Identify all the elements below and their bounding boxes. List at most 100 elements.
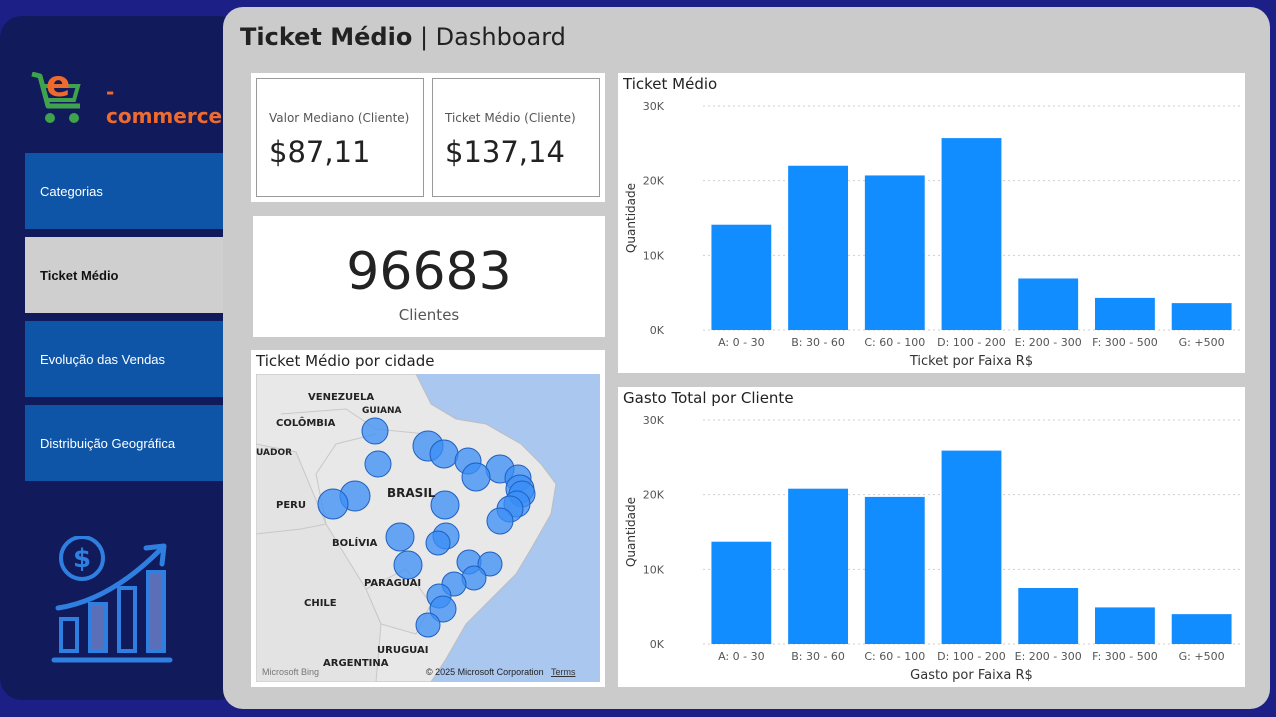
x-tick-label: B: 30 - 60	[791, 650, 845, 663]
kpi-label: Ticket Médio (Cliente)	[445, 111, 576, 125]
bar	[711, 224, 772, 330]
x-tick-label: E: 200 - 300	[1015, 336, 1082, 349]
city-bubble	[461, 462, 491, 492]
bar	[1095, 607, 1155, 644]
bar	[788, 488, 848, 644]
svg-text:$: $	[73, 544, 91, 574]
x-tick-label: E: 200 - 300	[1015, 650, 1082, 663]
city-bubble	[429, 439, 459, 469]
city-bubbles	[317, 417, 536, 638]
bar	[1171, 614, 1232, 644]
chart-gasto-total: 0K 10K 20K 30K A: 0 - 30 B: 30 - 60 C: 60 - 10…	[624, 414, 1240, 683]
logo-text: -commerce	[106, 80, 223, 128]
map-label-equador: UADOR	[256, 448, 293, 458]
kpi-ticket-medio: Ticket Médio (Cliente) $137,14	[432, 78, 600, 197]
city-map[interactable]: VENEZUELA GUIANA COLÔMBIA UADOR BRASIL P…	[256, 374, 600, 682]
city-bubble	[486, 507, 514, 535]
map-label-guiana: GUIANA	[362, 406, 402, 416]
page-title-rest: | Dashboard	[419, 23, 566, 51]
kpi-value: $87,11	[269, 135, 371, 169]
kpi-valor-mediano: Valor Mediano (Cliente) $87,11	[256, 78, 424, 197]
y-tick-label: 20K	[643, 489, 665, 502]
kpi-value: $137,14	[445, 135, 565, 169]
page-title: Ticket Médio | Dashboard	[240, 23, 566, 51]
logo-letter: e	[46, 64, 71, 105]
y-axis-label: Quantidade	[624, 183, 638, 253]
bar	[1095, 297, 1155, 330]
map-label-argentina: ARGENTINA	[323, 658, 389, 669]
clients-card: 96683 Clientes	[253, 216, 605, 337]
city-bubble	[477, 551, 503, 577]
x-axis-label: Gasto por Faixa R$	[910, 668, 1033, 683]
bar	[864, 175, 925, 330]
map-label-peru: PERU	[276, 500, 306, 511]
city-bubble	[425, 530, 451, 556]
y-tick-label: 30K	[643, 414, 665, 427]
bing-brand: Microsoft Bing	[262, 667, 320, 677]
y-tick-label: 0K	[650, 324, 665, 337]
map-panel: Ticket Médio por cidade	[251, 350, 605, 687]
y-tick-label: 0K	[650, 638, 665, 651]
x-tick-label: A: 0 - 30	[718, 650, 765, 663]
chart-gasto-total-panel: Gasto Total por Cliente 0K 10K 20K 30K A: 0 …	[618, 387, 1245, 687]
x-tick-label: D: 100 - 200	[937, 336, 1006, 349]
cart-icon	[31, 72, 81, 123]
chart-ticket-medio: 0K 10K 20K 30K A: 0 - 30 B: 30 - 60 C: 60 - 10…	[624, 100, 1240, 369]
city-bubble	[364, 450, 392, 478]
nav-ticket-medio-button[interactable]: Ticket Médio	[25, 237, 223, 313]
nav-categorias-button[interactable]: Categorias	[25, 153, 223, 229]
chart-ticket-medio-panel: Ticket Médio 0K 10K 20K 30K A: 0 - 30 B: 30 -…	[618, 73, 1245, 373]
city-bubble	[430, 490, 460, 520]
bar	[788, 165, 848, 330]
bar	[941, 138, 1002, 330]
x-tick-label: B: 30 - 60	[791, 336, 845, 349]
map-label-venezuela: VENEZUELA	[308, 392, 375, 403]
map-label-chile: CHILE	[304, 598, 337, 609]
y-tick-label: 20K	[643, 175, 665, 188]
chart-title: Gasto Total por Cliente	[623, 389, 794, 407]
bar	[864, 496, 925, 644]
city-bubble	[361, 417, 389, 445]
growth-chart-icon: $	[51, 536, 173, 663]
map-label-uruguai: URUGUAI	[377, 645, 429, 656]
x-tick-label: C: 60 - 100	[864, 336, 925, 349]
kpi-panel: Valor Mediano (Cliente) $87,11 Ticket Mé…	[251, 73, 605, 202]
y-tick-label: 30K	[643, 100, 665, 113]
city-bubble	[317, 488, 349, 520]
map-title: Ticket Médio por cidade	[256, 352, 435, 370]
map-label-bolivia: BOLÍVIA	[332, 538, 378, 549]
x-tick-label: F: 300 - 500	[1092, 336, 1158, 349]
city-bubble	[429, 595, 457, 623]
city-bubble	[385, 522, 415, 552]
clients-label: Clientes	[398, 306, 460, 324]
chart-title: Ticket Médio	[623, 75, 718, 93]
x-tick-label: C: 60 - 100	[864, 650, 925, 663]
y-tick-label: 10K	[643, 249, 665, 262]
map-label-brasil: BRASIL	[387, 486, 436, 500]
sidebar: e -commerce Categorias Ticket Médio Evol…	[0, 16, 240, 700]
x-tick-label: F: 300 - 500	[1092, 650, 1158, 663]
x-tick-label: A: 0 - 30	[718, 336, 765, 349]
map-svg	[256, 374, 557, 682]
kpi-label: Valor Mediano (Cliente)	[269, 111, 410, 125]
map-label-paraguai: PARAGUAI	[364, 578, 422, 589]
x-tick-label: G: +500	[1179, 336, 1225, 349]
bar	[1018, 588, 1079, 644]
nav-distribuicao-geografica-button[interactable]: Distribuição Geográfica	[25, 405, 223, 481]
bar	[1018, 278, 1079, 330]
clients-value: 96683	[346, 242, 512, 302]
map-label-colombia: COLÔMBIA	[276, 418, 336, 429]
bar	[711, 541, 772, 644]
y-axis-label: Quantidade	[624, 497, 638, 567]
page-title-bold: Ticket Médio	[240, 23, 413, 51]
city-bubble	[415, 612, 441, 638]
map-terms-link[interactable]: Terms	[551, 667, 576, 677]
nav-evolucao-vendas-button[interactable]: Evolução das Vendas	[25, 321, 223, 397]
bar	[1171, 303, 1232, 330]
bar	[941, 450, 1002, 644]
main-canvas: Ticket Médio | Dashboard Valor Mediano (…	[223, 7, 1270, 709]
ecommerce-logo: e -commerce	[28, 64, 222, 128]
map-copyright: © 2025 Microsoft Corporation	[426, 667, 544, 677]
y-tick-label: 10K	[643, 563, 665, 576]
x-tick-label: D: 100 - 200	[937, 650, 1006, 663]
